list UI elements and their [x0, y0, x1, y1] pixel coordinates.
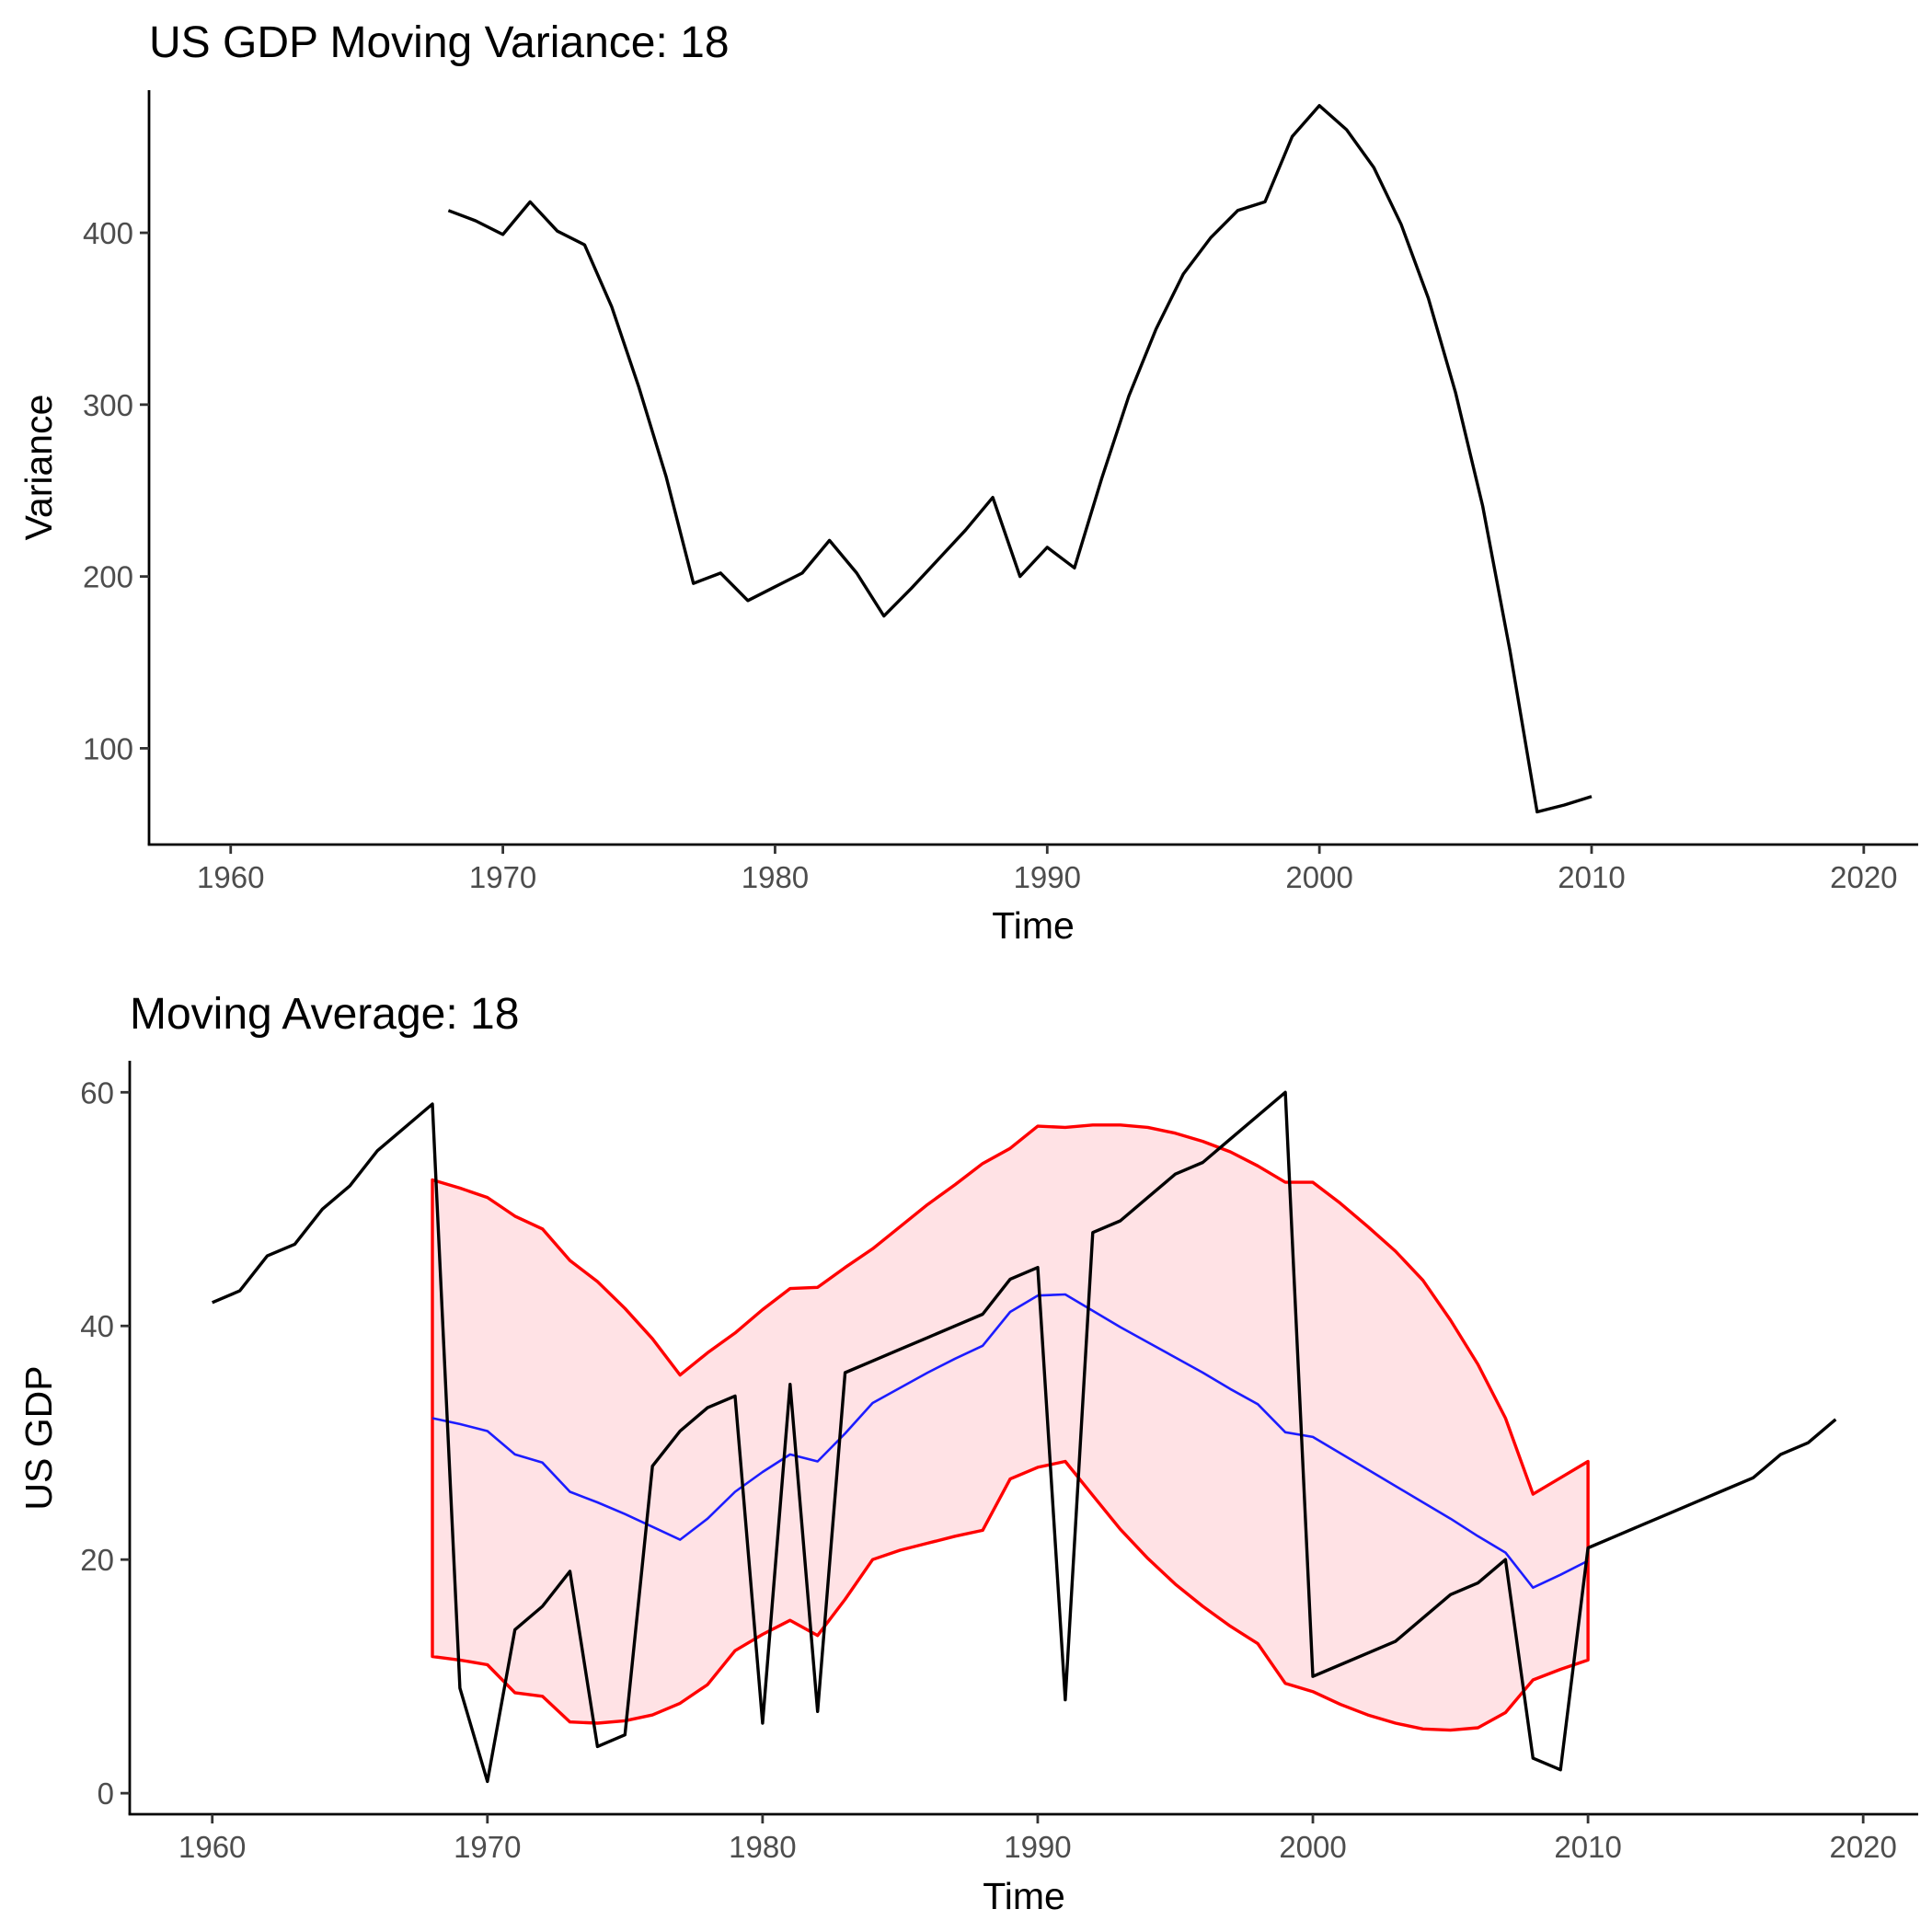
variance-line — [447, 104, 1593, 814]
gdp-x-tick-label-2000: 2000 — [1279, 1830, 1346, 1864]
gdp-y-axis-title: US GDP — [17, 1365, 60, 1510]
variance-y-tick-label-100: 100 — [83, 731, 133, 765]
variance-x-tick-label-1990: 1990 — [1014, 860, 1081, 894]
gdp-y-tick-label-40: 40 — [80, 1309, 114, 1343]
moving-average-line — [431, 1293, 1589, 1589]
variance-y-tick-label-400: 400 — [83, 216, 133, 250]
gdp-y-tick-label-20: 20 — [80, 1543, 114, 1577]
variance-x-tick-label-1980: 1980 — [742, 860, 809, 894]
variance-x-tick-label-2000: 2000 — [1285, 860, 1352, 894]
gdp-x-tick-label-1960: 1960 — [178, 1830, 246, 1864]
variance-y-tick-label-200: 200 — [83, 560, 133, 594]
variance-x-tick-label-2010: 2010 — [1558, 860, 1625, 894]
variance-y-ticks: 100 200 300 400 — [83, 216, 149, 765]
variance-y-axis-title: Variance — [17, 395, 60, 541]
moving-average-chart-title: Moving Average: 18 — [130, 990, 519, 1039]
gdp-y-ticks: 0 20 40 60 — [80, 1075, 130, 1811]
variance-marks — [447, 104, 1593, 814]
variance-x-axis-title: Time — [992, 904, 1075, 947]
gdp-x-tick-label-1990: 1990 — [1004, 1830, 1071, 1864]
variance-x-tick-label-2020: 2020 — [1830, 860, 1897, 894]
variance-y-tick-label-300: 300 — [83, 388, 133, 422]
gdp-x-tick-label-2010: 2010 — [1554, 1830, 1621, 1864]
variance-x-ticks: 1960 1970 1980 1990 2000 2010 2020 — [197, 845, 1898, 894]
gdp-x-tick-label-2020: 2020 — [1829, 1830, 1896, 1864]
variance-x-tick-label-1960: 1960 — [197, 860, 264, 894]
gdp-x-tick-label-1970: 1970 — [454, 1830, 521, 1864]
gdp-x-axis-title: Time — [983, 1875, 1065, 1917]
gdp-x-tick-label-1980: 1980 — [729, 1830, 796, 1864]
gdp-x-ticks: 1960 1970 1980 1990 2000 2010 2020 — [178, 1814, 1897, 1864]
gdp-y-tick-label-60: 60 — [80, 1075, 114, 1110]
variance-panel: US GDP Moving Variance: 18 1960 1970 1980 1… — [17, 18, 1918, 947]
moving-average-marks — [212, 1090, 1837, 1784]
variance-chart-title: US GDP Moving Variance: 18 — [149, 18, 730, 67]
us-gdp-line — [212, 1090, 1837, 1784]
moving-average-panel: Moving Average: 18 1960 1970 1980 1990 2000 2… — [17, 990, 1918, 1917]
band-fill-area — [432, 1124, 1589, 1731]
gdp-y-tick-label-0: 0 — [98, 1777, 114, 1811]
variance-x-tick-label-1970: 1970 — [469, 860, 536, 894]
band-outline — [431, 1123, 1590, 1732]
